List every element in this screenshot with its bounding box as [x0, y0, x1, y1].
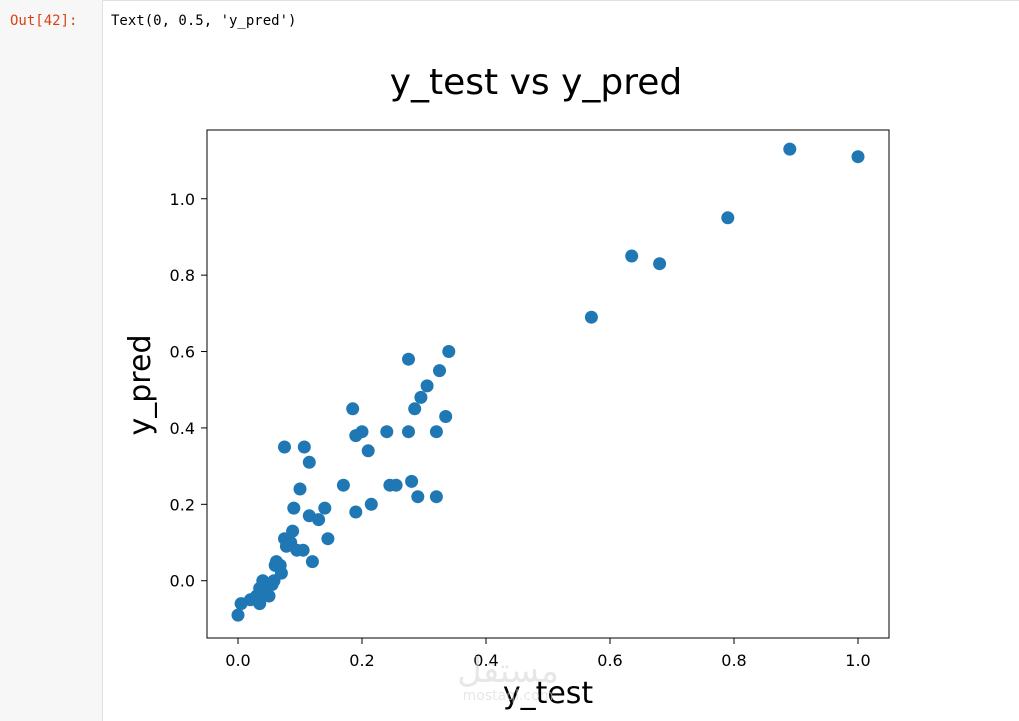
y-axis-label: y_pred: [123, 335, 158, 436]
y-tick-label: 0.6: [170, 343, 195, 362]
data-point: [302, 455, 316, 469]
data-point: [312, 513, 326, 527]
y-tick-label: 0.0: [170, 572, 195, 591]
data-point: [286, 524, 300, 538]
data-point: [584, 310, 598, 324]
x-tick-label: 0.2: [349, 651, 374, 670]
output-prompt: Out[42]:: [10, 13, 78, 29]
y-tick-label: 0.2: [170, 495, 195, 514]
data-point: [364, 497, 378, 511]
data-point: [405, 474, 419, 488]
data-point: [296, 543, 310, 557]
watermark-subtext: mostaql.com: [463, 688, 554, 704]
prompt-area: [0, 0, 103, 721]
data-point: [336, 478, 350, 492]
data-point: [349, 505, 363, 519]
data-point: [851, 150, 865, 164]
x-tick-label: 0.8: [721, 651, 746, 670]
points-layer: [231, 142, 865, 622]
cell-top-border: [102, 0, 1019, 1]
ticks-layer: 0.0 0.2 0.4 0.6 0.8 1.0 0.0 0.2 0.4 0.6 0.8 1.0: [170, 190, 871, 670]
data-point: [420, 379, 434, 393]
data-point: [625, 249, 639, 263]
x-tick-label: 0.0: [225, 651, 250, 670]
y-tick-label: 0.4: [170, 419, 195, 438]
x-axis-label: y_test: [503, 676, 594, 711]
y-tick-label: 1.0: [170, 190, 195, 209]
data-point: [402, 425, 415, 439]
data-point: [402, 352, 415, 366]
data-point: [318, 501, 332, 515]
x-tick-label: 0.6: [597, 651, 622, 670]
data-point: [278, 440, 291, 454]
data-point: [380, 425, 394, 439]
data-point: [408, 402, 422, 416]
data-point: [253, 597, 267, 611]
data-point: [361, 444, 375, 458]
data-point: [346, 402, 360, 416]
y-tick-label: 0.8: [170, 266, 195, 285]
data-point: [414, 390, 428, 404]
data-point: [721, 211, 735, 225]
watermark-text: مستقل: [457, 651, 559, 691]
data-point: [433, 364, 446, 378]
data-point: [653, 257, 667, 271]
data-point: [321, 532, 335, 546]
data-point: [262, 589, 276, 603]
data-point: [429, 490, 443, 504]
plot-frame: [206, 129, 890, 639]
data-point: [783, 142, 797, 156]
data-point: [389, 478, 403, 492]
data-point: [411, 490, 425, 504]
x-tick-label: 0.4: [473, 651, 498, 670]
output-text: Text(0, 0.5, 'y_pred'): [111, 13, 297, 29]
data-point: [305, 555, 319, 569]
data-point: [231, 608, 245, 622]
data-point: [439, 410, 453, 423]
data-point: [297, 440, 311, 454]
data-point: [355, 425, 369, 439]
data-point: [274, 566, 288, 580]
data-point: [429, 425, 443, 439]
x-tick-label: 1.0: [845, 651, 870, 670]
data-point: [442, 345, 456, 358]
data-point: [287, 501, 301, 515]
chart-title: y_test vs y_pred: [390, 62, 683, 103]
data-point: [293, 482, 307, 496]
